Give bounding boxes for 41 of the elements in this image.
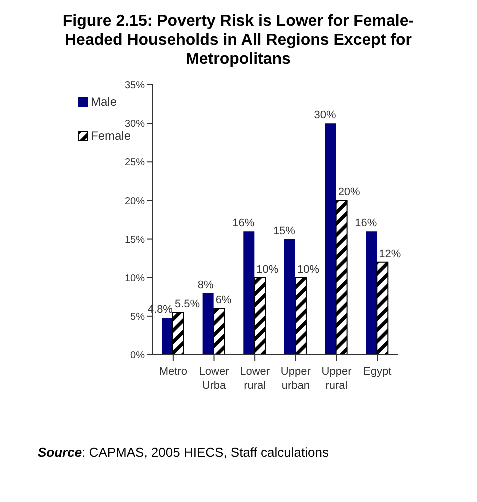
x-tick-label: Metro <box>159 366 188 378</box>
source-note: Source: CAPMAS, 2005 HIECS, Staff calculations <box>37 445 330 460</box>
data-label: 15% <box>273 225 296 238</box>
data-label: 30% <box>314 110 337 122</box>
data-label: 20% <box>338 186 361 199</box>
bar <box>172 312 184 355</box>
data-label: 12% <box>379 248 402 260</box>
y-tick-label: 20% <box>124 196 146 208</box>
bar <box>336 200 348 355</box>
y-tick-label: 10% <box>124 273 146 284</box>
y-tick-label: 15% <box>124 234 146 246</box>
legend-label: Female <box>91 129 132 143</box>
data-label: 8% <box>198 279 214 292</box>
bar <box>366 232 378 355</box>
bar <box>325 124 336 355</box>
data-label: 5.5% <box>174 298 200 311</box>
data-label: 10% <box>297 264 320 276</box>
bar <box>294 277 307 355</box>
x-tick-label: Egypt <box>364 366 392 378</box>
bar <box>213 308 226 355</box>
y-tick-label: 25% <box>124 158 146 169</box>
bar <box>244 232 255 355</box>
bar <box>162 318 173 355</box>
chart-title: Figure 2.15: Poverty Risk is Lower for Female-Headed Households in All Regions Except for Metropolitans <box>62 12 416 70</box>
x-tick-label: Upper urban <box>280 366 312 392</box>
data-label: 16% <box>232 218 255 230</box>
data-label: 6% <box>216 294 232 307</box>
bar <box>376 262 389 355</box>
y-tick-label: 5% <box>130 312 146 323</box>
bar <box>254 277 266 355</box>
bar <box>202 293 214 355</box>
legend-label: Male <box>91 95 118 109</box>
data-label: 10% <box>256 264 279 276</box>
x-tick-label: Upper rural <box>322 366 352 392</box>
bar <box>284 239 296 355</box>
y-tick-label: 35% <box>124 80 146 92</box>
x-tick-label: Lower rural <box>240 366 270 392</box>
data-label: 16% <box>355 218 378 230</box>
x-tick-label: Lower Urba <box>199 366 230 392</box>
y-tick-label: 0% <box>130 350 146 362</box>
y-tick-label: 30% <box>124 119 146 130</box>
